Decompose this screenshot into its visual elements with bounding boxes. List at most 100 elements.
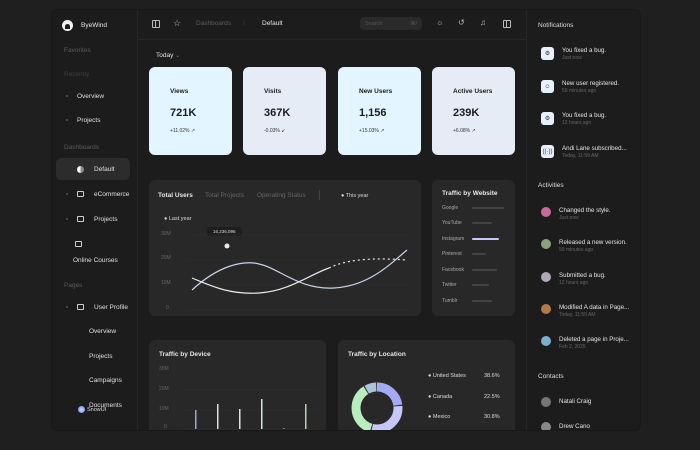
user-icon: ☺ [541,80,554,93]
location-item: ● United States [428,373,466,379]
activity-time: 59 minutes ago [559,247,594,253]
sidebar-toggle-icon[interactable] [152,20,160,28]
location-item: ● Canada [428,394,453,400]
notification-item[interactable]: ⚙ You fixed a bug. Just now [541,47,606,61]
notification-item[interactable]: ☺ New user registered. 59 minutes ago [541,80,619,94]
sidebar-item-default[interactable]: Default [56,158,130,180]
notification-time: 59 minutes ago [562,88,597,94]
stat-card-visits: Visits 367K -0.03% ↙ [243,67,326,155]
sub-item-campaigns[interactable]: Campaigns [89,377,122,384]
search-placeholder: Search [365,20,383,27]
site-bar [472,222,492,224]
favorites-label[interactable]: Favorites [64,47,91,54]
tab-operating-status[interactable]: Operating Status [257,192,306,199]
site-label: YouTube [442,220,462,226]
nav-label: Default [94,165,115,173]
y-tick: 10M [161,280,171,286]
contacts-heading: Contacts [538,373,564,380]
nav-label: eCommerce [94,190,130,198]
country-label: Canada [432,394,453,400]
activity-text: Modified A data in Page... [559,304,630,311]
folder-icon [77,216,84,222]
right-panel: Notifications ⚙ You fixed a bug. Just now … [526,10,640,430]
activity-item[interactable]: Submitted a bug. 12 hours ago [541,272,606,286]
site-bar [472,207,504,209]
period-selector[interactable]: Today ⌄ [156,52,180,59]
brand[interactable]: ByeWind [62,20,107,31]
traffic-by-location-donut-chart[interactable] [350,378,410,430]
total-users-line-chart[interactable] [149,180,421,316]
recently-label[interactable]: Recently [64,71,90,78]
pages-label: Pages [64,282,83,289]
tab-total-users[interactable]: Total Users [158,192,193,199]
stat-card-active-users: Active Users 239K +6.08% ↗ [432,67,515,155]
traffic-by-website-panel: Traffic by Website Google YouTube Instag… [432,180,515,316]
bullet-icon [66,95,68,97]
panel-title: Traffic by Location [348,351,406,358]
notifications-heading: Notifications [538,22,574,29]
avatar [541,422,551,430]
legend-this-year: ● This year [341,193,369,199]
avatar [541,304,551,314]
notification-item[interactable]: ((·)) Andi Lane subscribed... Today, 11:59… [541,145,627,159]
tab-total-projects[interactable]: Total Projects [205,192,245,199]
shopping-bag-icon [77,191,84,197]
site-bar [472,269,497,271]
breadcrumb-dashboards[interactable]: Dashboards [196,20,232,27]
contact-item[interactable]: Drew Cano [541,422,590,430]
snowui-badge[interactable]: SnowUI [78,406,106,413]
breadcrumb-default[interactable]: Default [262,20,283,27]
activity-text: Changed the style. [559,207,611,214]
sidebar-item-user-profile[interactable]: User Profile [56,296,130,318]
sub-item-documents[interactable]: Documents [89,402,122,409]
stat-label: New Users [359,88,393,95]
app-window: ByeWind Favorites Recently Overview Proj… [52,10,640,430]
snowui-label: SnowUI [87,406,107,413]
sun-icon[interactable]: ☼ [436,18,444,27]
pie-chart-icon [77,165,84,173]
nav-label: Overview [77,92,105,100]
contact-item[interactable]: Natali Craig [541,397,591,407]
stat-value: 239K [453,107,480,119]
bell-icon[interactable]: ♫ [480,18,486,27]
sidebar-right-toggle-icon[interactable] [503,20,511,28]
activity-item[interactable]: Modified A data in Page... Today, 11:59 A… [541,304,629,318]
y-tick: 20M [161,255,171,261]
search-shortcut: ⌘/ [409,20,417,27]
site-label: Tumblr [442,298,458,304]
site-label: Twitter [442,282,457,288]
notification-text: New user registered. [562,80,620,87]
bug-icon: ⚙ [541,112,554,125]
top-bar: ☆ Dashboards / Default Search ⌘/ ☼ ↺ ♫ [138,10,526,40]
notification-text: You fixed a bug. [562,47,607,54]
country-pct: 22.5% [484,394,500,400]
sidebar-item-projects-dashboard[interactable]: Projects [56,208,130,230]
sidebar-item-ecommerce[interactable]: eCommerce [56,183,130,205]
site-bar [472,300,492,302]
search-input[interactable]: Search ⌘/ [360,17,422,30]
breadcrumb-separator: / [243,20,245,27]
id-card-icon [77,304,84,310]
divider [319,190,320,200]
contact-name: Natali Craig [559,398,592,405]
sidebar-item-overview[interactable]: Overview [56,85,130,107]
sidebar-item-projects[interactable]: Projects [56,109,130,131]
notification-time: Just now [562,55,582,61]
y-tick: 10M [159,406,169,412]
sidebar-item-online-courses[interactable]: Online Courses [56,235,130,271]
notification-item[interactable]: ⚙ You fixed a bug. 12 hours ago [541,112,606,126]
sub-item-overview[interactable]: Overview [89,328,117,335]
panel-title: Traffic by Device [159,351,211,358]
stat-label: Views [170,88,189,95]
star-icon[interactable]: ☆ [173,18,182,28]
activity-item[interactable]: Released a new version. 59 minutes ago [541,239,627,253]
stat-value: 1,156 [359,107,387,119]
activity-item[interactable]: Deleted a page in Proje... Feb 2, 2025 [541,336,629,350]
nav-label: User Profile [94,303,128,311]
country-pct: 30.8% [484,414,500,420]
sub-item-projects[interactable]: Projects [89,353,113,360]
traffic-by-device-bar-chart[interactable] [149,340,326,430]
activities-heading: Activities [538,182,564,189]
activity-item[interactable]: Changed the style. Just now [541,207,611,221]
history-icon[interactable]: ↺ [458,18,465,27]
